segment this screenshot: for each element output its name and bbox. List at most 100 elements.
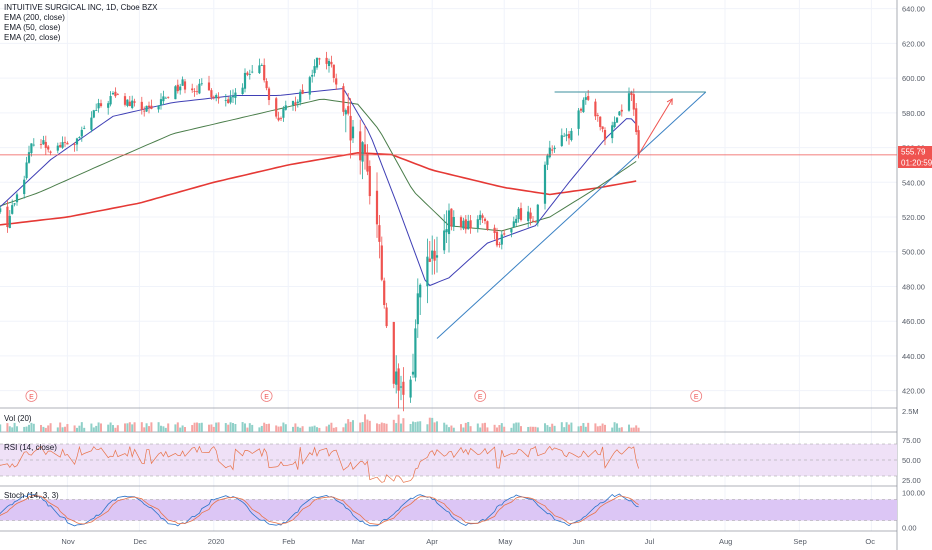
volume-bar — [196, 422, 198, 432]
candle-body — [563, 135, 566, 137]
candle-body — [241, 87, 244, 95]
legend-ema200[interactable]: EMA (200, close) — [4, 13, 65, 22]
volume-bar — [263, 422, 266, 432]
volume-bar — [311, 426, 314, 432]
candle-body — [284, 105, 287, 110]
candle-body — [397, 368, 400, 391]
chart-title[interactable]: INTUITIVE SURGICAL INC, 1D, Cboe BZX — [4, 3, 158, 12]
candle-body — [426, 256, 429, 287]
candle-body — [351, 126, 355, 139]
candle-body — [315, 57, 319, 68]
volume-bar — [565, 422, 568, 432]
volume-bar — [42, 426, 45, 432]
candle-body — [443, 230, 446, 251]
volume-pane: 2.5M — [0, 407, 919, 432]
stoch-label[interactable]: Stoch (14, 3, 3) — [4, 491, 59, 500]
volume-bar — [400, 423, 402, 432]
volume-bar — [450, 425, 453, 432]
candle-body — [49, 151, 52, 153]
volume-bar — [599, 425, 602, 432]
volume-bar — [395, 423, 398, 432]
volume-bar — [6, 423, 9, 432]
time-tick-label: Jul — [645, 537, 655, 546]
volume-bar — [49, 423, 52, 432]
volume-bar — [30, 422, 33, 432]
volume-bar — [515, 422, 518, 432]
volume-bar — [162, 426, 165, 432]
volume-bar — [32, 423, 35, 432]
candle-body — [385, 307, 388, 327]
candle-body — [361, 142, 364, 162]
time-axis[interactable]: Nov Dec 2020 Feb Mar Apr May Jun Jul Aug Sep Oc — [61, 537, 875, 546]
volume-bar — [268, 423, 270, 432]
rsi-label[interactable]: RSI (14, close) — [4, 443, 57, 452]
volume-bar — [503, 426, 506, 432]
candle-body — [126, 99, 129, 106]
volume-bar — [61, 427, 64, 432]
legend-ema50[interactable]: EMA (50, close) — [4, 23, 61, 32]
volume-bar — [582, 423, 585, 432]
volume-bar — [251, 424, 254, 432]
volume-bar — [59, 422, 62, 432]
volume-bar — [23, 426, 26, 432]
earnings-marker-letter: E — [694, 394, 699, 401]
candle-body — [560, 135, 563, 146]
volume-bar — [97, 422, 100, 432]
candle-body — [111, 92, 115, 95]
candle-body — [447, 210, 451, 235]
volume-bar — [419, 421, 422, 432]
candle-body — [637, 130, 640, 155]
volume-bar — [301, 426, 304, 432]
volume-bar — [412, 421, 414, 432]
volume-bar — [92, 427, 95, 432]
candle-body — [335, 78, 338, 85]
main-plot — [0, 51, 897, 412]
candle-body — [330, 61, 333, 65]
candle-body — [234, 92, 237, 98]
candle-body — [380, 245, 383, 280]
candle-body — [601, 126, 604, 130]
ema20-line — [0, 87, 637, 287]
chart-legend: INTUITIVE SURGICAL INC, 1D, Cboe BZX EMA… — [4, 3, 158, 43]
volume-bar — [469, 426, 472, 432]
candle-body — [512, 221, 515, 228]
volume-bar — [352, 420, 354, 432]
volume-bar — [227, 424, 230, 432]
candle-body — [635, 108, 638, 133]
volume-bar — [613, 422, 616, 432]
candle-body — [191, 88, 194, 91]
volume-bar — [56, 427, 59, 432]
volume-bar — [563, 427, 566, 432]
candle-body — [277, 117, 280, 121]
candle-body — [517, 208, 520, 220]
candle-body — [567, 133, 571, 139]
candle-body — [596, 115, 599, 116]
volume-bar — [234, 423, 237, 432]
candle-body — [325, 57, 328, 64]
time-tick-label: Sep — [793, 537, 806, 546]
volume-bar — [181, 425, 184, 432]
volume-bar — [529, 426, 532, 432]
volume-bar — [616, 423, 618, 432]
volume-label[interactable]: Vol (20) — [4, 414, 32, 423]
candle-body — [116, 94, 119, 96]
volume-bar — [520, 426, 522, 432]
time-tick-label: Dec — [133, 537, 147, 546]
candle-body — [615, 117, 619, 123]
volume-bar — [376, 423, 378, 432]
candle-body — [61, 142, 64, 148]
candle-body — [519, 208, 523, 220]
volume-bar — [551, 423, 554, 432]
candle-body — [92, 110, 95, 118]
candle-body — [332, 64, 335, 78]
volume-bar — [570, 422, 573, 432]
legend-ema20[interactable]: EMA (20, close) — [4, 33, 61, 42]
candle-body — [59, 145, 62, 148]
volume-bar — [40, 424, 42, 432]
rsi-band — [0, 444, 897, 476]
volume-bar — [635, 425, 638, 432]
volume-bar — [496, 427, 498, 432]
volume-bar — [232, 423, 234, 432]
candle-body — [42, 140, 45, 145]
